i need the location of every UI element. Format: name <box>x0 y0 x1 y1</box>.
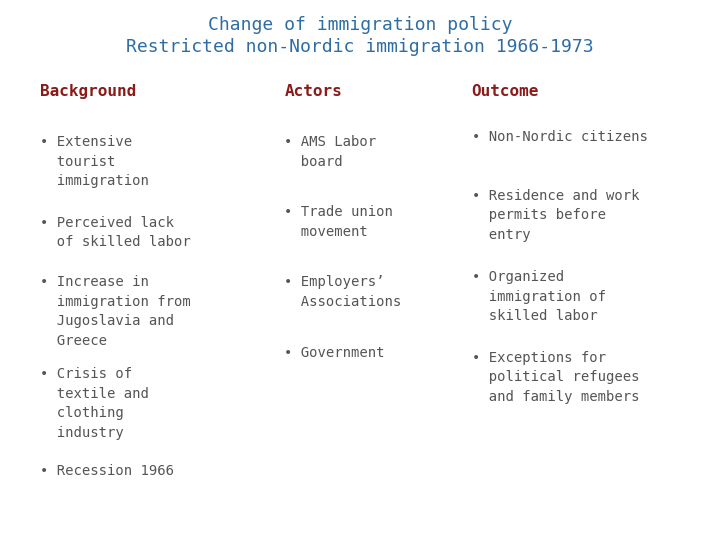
Text: • Recession 1966: • Recession 1966 <box>40 464 174 478</box>
Text: • Trade union
  movement: • Trade union movement <box>284 205 393 239</box>
Text: • Organized
  immigration of
  skilled labor: • Organized immigration of skilled labor <box>472 270 606 323</box>
Text: • Increase in
  immigration from
  Jugoslavia and
  Greece: • Increase in immigration from Jugoslavi… <box>40 275 190 348</box>
Text: Outcome: Outcome <box>472 84 539 99</box>
Text: • AMS Labor
  board: • AMS Labor board <box>284 135 377 168</box>
Text: • Perceived lack
  of skilled labor: • Perceived lack of skilled labor <box>40 216 190 249</box>
Text: • Employers’
  Associations: • Employers’ Associations <box>284 275 402 309</box>
Text: Change of immigration policy: Change of immigration policy <box>208 16 512 34</box>
Text: • Extensive
  tourist
  immigration: • Extensive tourist immigration <box>40 135 148 188</box>
Text: Actors: Actors <box>284 84 342 99</box>
Text: Background: Background <box>40 84 136 99</box>
Text: • Exceptions for
  political refugees
  and family members: • Exceptions for political refugees and … <box>472 351 639 404</box>
Text: Restricted non-Nordic immigration 1966-1973: Restricted non-Nordic immigration 1966-1… <box>126 38 594 56</box>
Text: • Government: • Government <box>284 346 385 360</box>
Text: • Residence and work
  permits before
  entry: • Residence and work permits before entr… <box>472 189 639 242</box>
Text: • Crisis of
  textile and
  clothing
  industry: • Crisis of textile and clothing industr… <box>40 367 148 440</box>
Text: • Non-Nordic citizens: • Non-Nordic citizens <box>472 130 647 144</box>
